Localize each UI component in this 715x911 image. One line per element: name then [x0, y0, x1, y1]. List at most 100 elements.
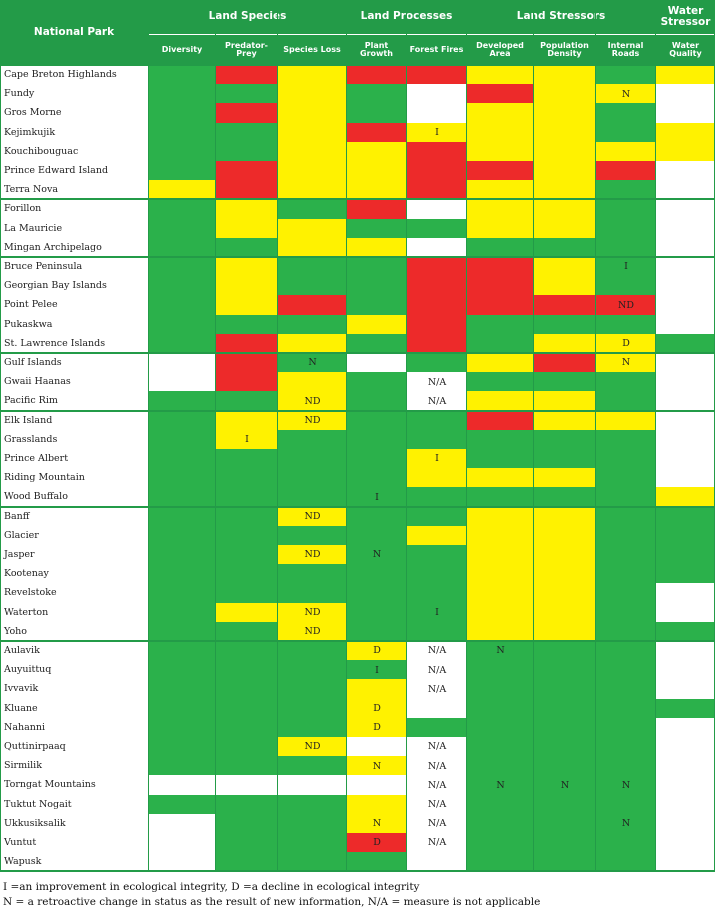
cell-aulavik-internal-roads — [596, 641, 656, 661]
cell-sirmilik-forest-fires: N/A — [407, 756, 467, 776]
cell-auyuittuq-plant-growth: I — [347, 660, 407, 680]
cell-jasper-plant-growth: N — [347, 545, 407, 565]
cell-nahanni-forest-fires — [407, 717, 467, 738]
park-name-ivvavik: Ivvavik — [4, 683, 39, 695]
cell-wood-buffalo-plant-growth: I — [347, 487, 407, 508]
cell-georgian-bay-islands-developed-area — [467, 276, 534, 296]
cell-elk-island-internal-roads — [596, 410, 656, 431]
cell-torngat-mountains-diversity — [149, 775, 216, 796]
cell-wapusk-diversity — [149, 852, 216, 872]
cell-nahanni-plant-growth: D — [347, 717, 407, 738]
cell-terra-nova-internal-roads — [596, 180, 656, 200]
cell-tuktut-nogait-internal-roads — [596, 794, 656, 815]
cell-ivvavik-plant-growth — [347, 679, 407, 700]
cell-la-mauricie-species-loss — [278, 218, 347, 239]
cell-kejimkujik-plant-growth — [347, 122, 407, 143]
cell-revelstoke-diversity — [149, 583, 216, 604]
cell-pacific-rim-plant-growth — [347, 391, 407, 412]
cell-kouchibouguac-plant-growth — [347, 141, 407, 162]
cell-wapusk-developed-area — [467, 852, 534, 872]
cell-auyuittuq-water-quality — [656, 660, 715, 680]
cell-fundy-plant-growth — [347, 84, 407, 104]
region-separator — [0, 870, 715, 873]
cell-quttinirpaaq-diversity — [149, 737, 216, 757]
cell-gulf-islands-forest-fires — [407, 353, 467, 373]
cell-kouchibouguac-forest-fires — [407, 141, 467, 162]
cell-banff-diversity — [149, 506, 216, 527]
cell-ukkusiksalik-population-density — [534, 813, 596, 834]
footnotes: I =an improvement in ecological integrit… — [3, 880, 540, 910]
cell-bruce-peninsula-plant-growth — [347, 257, 407, 277]
cell-terra-nova-species-loss — [278, 180, 347, 200]
footnote-improvement-decline: I =an improvement in ecological integrit… — [3, 881, 420, 893]
cell-vuntut-plant-growth: D — [347, 833, 407, 853]
park-name-nahanni: Nahanni — [4, 721, 46, 733]
cell-riding-mountain-plant-growth — [347, 468, 407, 488]
cell-kejimkujik-internal-roads — [596, 122, 656, 143]
cell-elk-island-species-loss: ND — [278, 410, 347, 431]
cell-mingan-archipelago-plant-growth — [347, 237, 407, 258]
region-separator — [0, 640, 715, 642]
cell-gwaii-haanas-internal-roads — [596, 372, 656, 392]
cell-grasslands-predator-prey: I — [216, 429, 278, 450]
cell-georgian-bay-islands-predator-prey — [216, 276, 278, 296]
cell-prince-edward-island-internal-roads — [596, 161, 656, 181]
cell-kootenay-population-density — [534, 564, 596, 584]
cell-bruce-peninsula-population-density — [534, 257, 596, 277]
cell-vuntut-forest-fires: N/A — [407, 833, 467, 853]
cell-mingan-archipelago-internal-roads — [596, 237, 656, 258]
cell-terra-nova-forest-fires — [407, 180, 467, 200]
cell-auyuittuq-species-loss — [278, 660, 347, 680]
cell-pukaskwa-plant-growth — [347, 314, 407, 335]
cell-pukaskwa-developed-area — [467, 314, 534, 335]
cell-elk-island-diversity — [149, 410, 216, 431]
park-name-wapusk: Wapusk — [4, 856, 42, 868]
cell-gwaii-haanas-population-density — [534, 372, 596, 392]
cell-quttinirpaaq-predator-prey — [216, 737, 278, 757]
cell-riding-mountain-population-density — [534, 468, 596, 488]
cell-bruce-peninsula-species-loss — [278, 257, 347, 277]
cell-yoho-predator-prey — [216, 621, 278, 642]
cell-terra-nova-population-density — [534, 180, 596, 200]
cell-st-lawrence-islands-internal-roads: D — [596, 333, 656, 354]
cell-cape-breton-highlands-plant-growth — [347, 65, 407, 85]
cell-torngat-mountains-species-loss — [278, 775, 347, 796]
cell-la-mauricie-population-density — [534, 218, 596, 239]
cell-gwaii-haanas-plant-growth — [347, 372, 407, 392]
cell-yoho-internal-roads — [596, 621, 656, 642]
cell-gros-morne-water-quality — [656, 103, 715, 124]
cell-pukaskwa-diversity — [149, 314, 216, 335]
cell-terra-nova-plant-growth — [347, 180, 407, 200]
park-name-gros-morne: Gros Morne — [4, 107, 62, 119]
cell-sirmilik-developed-area — [467, 756, 534, 776]
cell-kluane-species-loss — [278, 698, 347, 719]
cell-point-pelee-diversity — [149, 295, 216, 316]
cell-auyuittuq-developed-area — [467, 660, 534, 680]
cell-aulavik-plant-growth: D — [347, 641, 407, 661]
cell-wood-buffalo-predator-prey — [216, 487, 278, 508]
cell-yoho-diversity — [149, 621, 216, 642]
cell-la-mauricie-plant-growth — [347, 218, 407, 239]
cell-wapusk-population-density — [534, 852, 596, 872]
cell-georgian-bay-islands-forest-fires — [407, 276, 467, 296]
region-separator — [0, 505, 715, 508]
cell-riding-mountain-diversity — [149, 468, 216, 488]
cell-fundy-diversity — [149, 84, 216, 104]
cell-grasslands-developed-area — [467, 429, 534, 450]
cell-ukkusiksalik-plant-growth: N — [347, 813, 407, 834]
cell-yoho-species-loss: ND — [278, 621, 347, 642]
cell-elk-island-plant-growth — [347, 410, 407, 431]
cell-waterton-forest-fires: I — [407, 602, 467, 623]
cell-wapusk-internal-roads — [596, 852, 656, 872]
cell-waterton-water-quality — [656, 602, 715, 623]
cell-ivvavik-water-quality — [656, 679, 715, 700]
cell-prince-edward-island-diversity — [149, 161, 216, 181]
cell-prince-albert-internal-roads — [596, 449, 656, 469]
cell-kejimkujik-population-density — [534, 122, 596, 143]
cell-georgian-bay-islands-diversity — [149, 276, 216, 296]
cell-quttinirpaaq-water-quality — [656, 737, 715, 757]
cell-revelstoke-plant-growth — [347, 583, 407, 604]
cell-bruce-peninsula-diversity — [149, 257, 216, 277]
header-group-water-stressor: Water Stressor — [656, 0, 715, 34]
cell-la-mauricie-developed-area — [467, 218, 534, 239]
